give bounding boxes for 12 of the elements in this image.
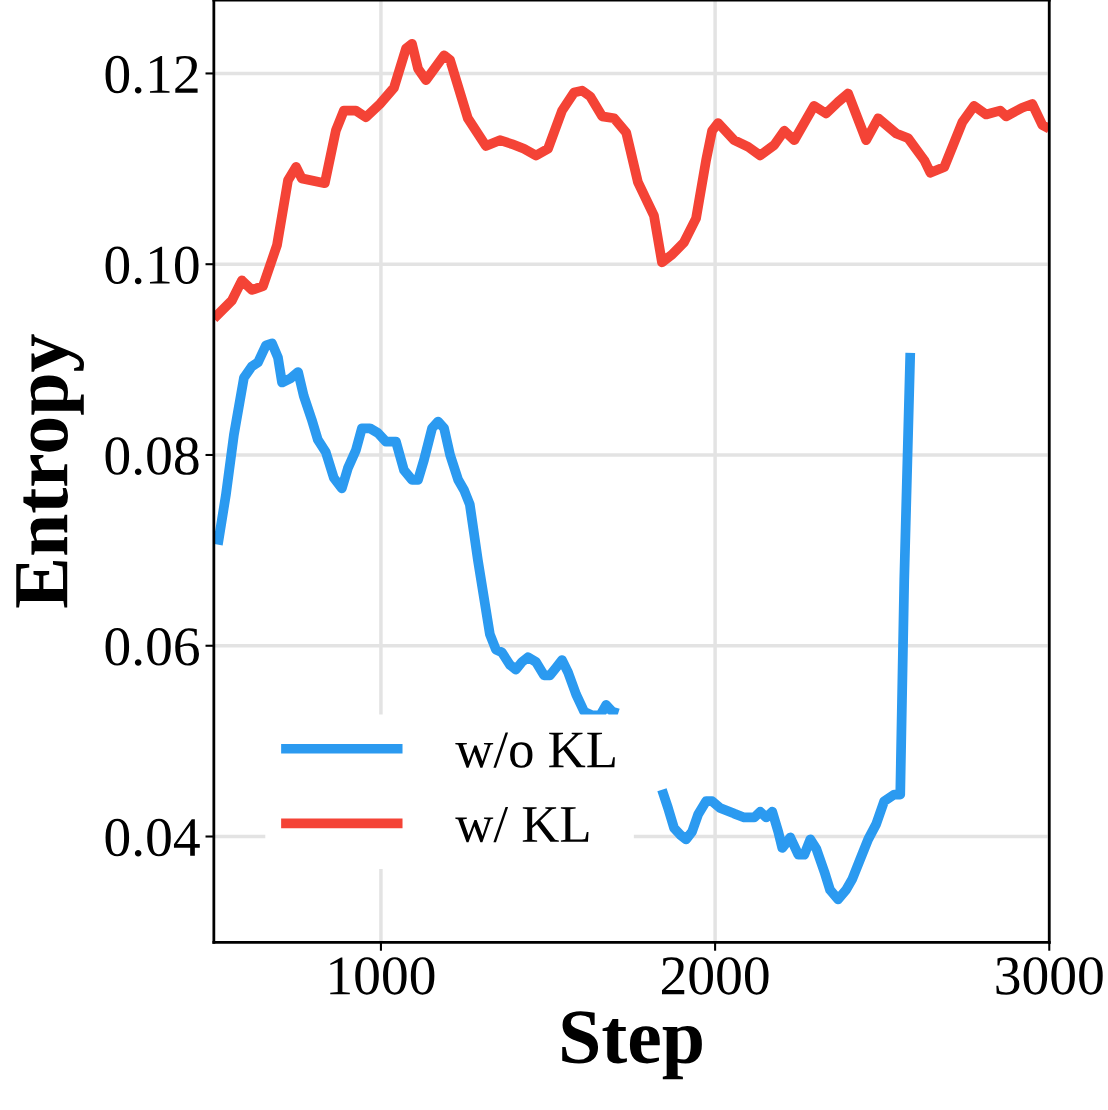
x-axis-title: Step	[562, 1011, 702, 1080]
legend-label: w/o KL	[455, 732, 615, 768]
y-tick-label: 0.08	[105, 437, 199, 476]
legend-label: w/ KL	[455, 807, 589, 843]
x-tick-label: 2000	[661, 957, 769, 995]
y-tick-label: 0.04	[105, 818, 200, 857]
y-tick-label: 0.06	[105, 628, 199, 666]
y-tick-label: 0.10	[105, 246, 199, 285]
y-tick-label: 0.12	[105, 55, 198, 94]
x-tick-label: 3000	[996, 957, 1103, 995]
y-axis-title: Entropy	[16, 334, 84, 608]
x-tick-label: 1000	[330, 957, 435, 995]
